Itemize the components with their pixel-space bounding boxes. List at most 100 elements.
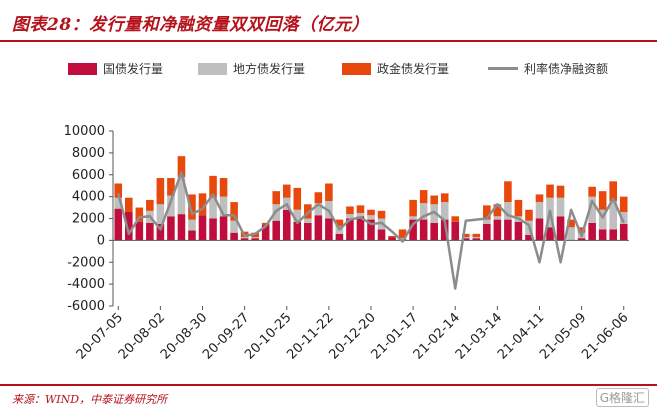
bar-segment-0 — [240, 238, 249, 241]
bar-segment-0 — [114, 208, 123, 241]
legend-label-net-financing: 利率债净融资额 — [524, 62, 609, 76]
bar-segment-2 — [167, 178, 175, 196]
bar-segment-2 — [209, 175, 217, 198]
bar-segment-1 — [304, 218, 312, 223]
y-tick-label: 0 — [97, 233, 105, 248]
bar-segment-2 — [567, 219, 575, 228]
source-note: 来源：WIND，中泰证券研究所 — [12, 393, 168, 406]
bar-segment-2 — [156, 178, 165, 205]
bar-segment-2 — [282, 184, 291, 198]
bar-segment-2 — [230, 202, 238, 221]
bar-segment-0 — [577, 238, 586, 241]
bar-segment-1 — [588, 196, 596, 223]
bar-segment-0 — [493, 219, 502, 241]
bar-segment-0 — [346, 218, 354, 241]
bar-segment-0 — [472, 238, 481, 241]
title-divider — [0, 40, 657, 42]
bar-segment-0 — [525, 234, 533, 241]
bar-segment-2 — [219, 178, 228, 197]
bar-segment-1 — [398, 238, 407, 240]
bar-segment-2 — [114, 183, 123, 198]
bar-segment-1 — [156, 204, 165, 224]
bar-segment-0 — [325, 218, 333, 241]
bar-segment-0 — [293, 221, 302, 241]
bar-segment-2 — [377, 210, 386, 219]
legend-swatch-guozhai — [68, 62, 97, 75]
bar-segment-0 — [356, 216, 365, 241]
bar-segment-0 — [282, 209, 291, 241]
bar-segment-0 — [461, 238, 470, 241]
bar-segment-1 — [556, 197, 565, 217]
legend-label-guozhai: 国债发行量 — [103, 62, 164, 76]
bar-segment-0 — [556, 216, 565, 241]
bar-segment-2 — [146, 199, 154, 211]
chart-title: 图表28：发行量和净融资量双双回落（亿元） — [12, 15, 370, 35]
bar-segment-2 — [388, 236, 396, 238]
bar-segment-2 — [261, 222, 270, 226]
bar-segment-0 — [156, 223, 165, 241]
legend-swatch-difangzhai — [198, 62, 227, 75]
source-divider — [0, 384, 657, 386]
bar-segment-0 — [451, 221, 460, 241]
bar-segment-0 — [304, 222, 312, 241]
bar-segment-0 — [504, 219, 512, 241]
bar-segment-2 — [409, 199, 417, 217]
bar-segment-1 — [219, 196, 228, 217]
y-tick-label: -4000 — [67, 277, 105, 292]
bar-segment-0 — [419, 219, 428, 241]
bar-segment-1 — [209, 197, 217, 219]
y-tick-label: 8000 — [72, 146, 105, 161]
bar-segment-1 — [598, 209, 607, 230]
bar-segment-1 — [504, 202, 512, 220]
bar-segment-0 — [272, 220, 281, 241]
bar-segment-2 — [135, 207, 144, 222]
bar-segment-0 — [588, 222, 596, 241]
legend-label-difangzhai: 地方债发行量 — [233, 62, 306, 76]
bar-segment-2 — [514, 199, 523, 217]
bar-segment-1 — [314, 203, 323, 216]
bar-segment-0 — [209, 218, 217, 241]
bar-segment-1 — [230, 220, 238, 233]
bar-segment-2 — [588, 186, 596, 197]
bar-segment-1 — [114, 197, 123, 209]
bar-segment-1 — [461, 237, 470, 239]
bar-segment-1 — [188, 219, 196, 231]
bar-segment-0 — [609, 229, 617, 241]
bar-segment-2 — [546, 184, 554, 198]
y-tick-label: 2000 — [72, 212, 105, 227]
bar-segment-2 — [293, 187, 302, 210]
bar-segment-0 — [230, 232, 238, 241]
bar-segment-0 — [188, 230, 196, 241]
legend-item-net-financing: 利率债净融资额 — [488, 60, 608, 77]
bar-segment-1 — [367, 215, 375, 220]
legend-swatch-net-financing — [488, 67, 518, 70]
bar-segment-2 — [472, 233, 481, 238]
bar-segment-2 — [367, 209, 375, 216]
bar-segment-1 — [409, 216, 417, 220]
bar-segment-2 — [525, 209, 533, 221]
bar-segment-1 — [356, 213, 365, 217]
bar-segment-0 — [335, 233, 344, 241]
legend-label-zhengjinzhai: 政金债发行量 — [377, 62, 450, 76]
bar-segment-2 — [493, 204, 502, 217]
bar-segment-2 — [188, 194, 196, 220]
bar-segment-0 — [535, 218, 544, 241]
bar-segment-2 — [430, 195, 438, 205]
bar-segment-0 — [377, 229, 386, 241]
bar-segment-2 — [198, 193, 207, 216]
bar-segment-2 — [535, 194, 544, 203]
bar-segment-2 — [440, 193, 449, 203]
legend-item-difangzhai: 地方债发行量 — [198, 60, 305, 77]
bar-segment-0 — [483, 223, 491, 241]
bar-segment-0 — [367, 219, 375, 241]
bar-segment-2 — [314, 192, 323, 204]
bar-segment-1 — [619, 211, 628, 224]
bar-segment-2 — [356, 205, 365, 214]
y-tick-label: -2000 — [67, 255, 105, 270]
bar-segment-0 — [514, 221, 523, 241]
bar-segment-0 — [440, 219, 449, 241]
bar-segment-0 — [177, 214, 186, 241]
bar-segment-2 — [577, 227, 586, 233]
bar-segment-2 — [504, 181, 512, 203]
